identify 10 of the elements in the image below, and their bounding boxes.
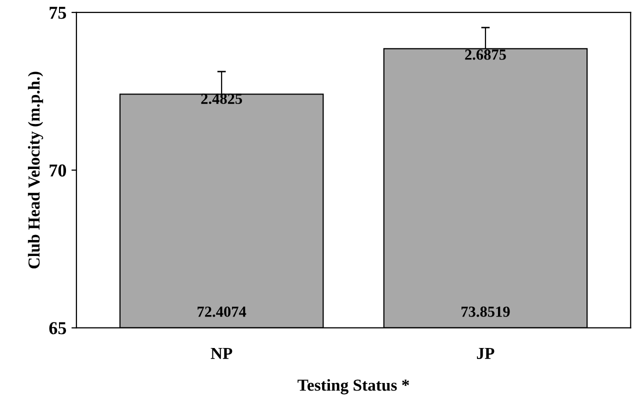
data-label: 73.8519 <box>462 306 510 317</box>
y-tick-label: 70 <box>50 164 66 177</box>
annotation: 2.6875 <box>465 50 506 60</box>
y-axis-title: Club Head Velocity (m.p.h.) <box>28 72 44 268</box>
x-axis-title: Testing Status * <box>298 379 410 394</box>
x-tick-label: JP <box>476 348 494 360</box>
y-tick-label: 75 <box>50 6 66 19</box>
data-label: 72.4074 <box>198 306 246 317</box>
x-tick-label: NP <box>210 348 232 359</box>
y-tick-label: 65 <box>49 322 66 334</box>
